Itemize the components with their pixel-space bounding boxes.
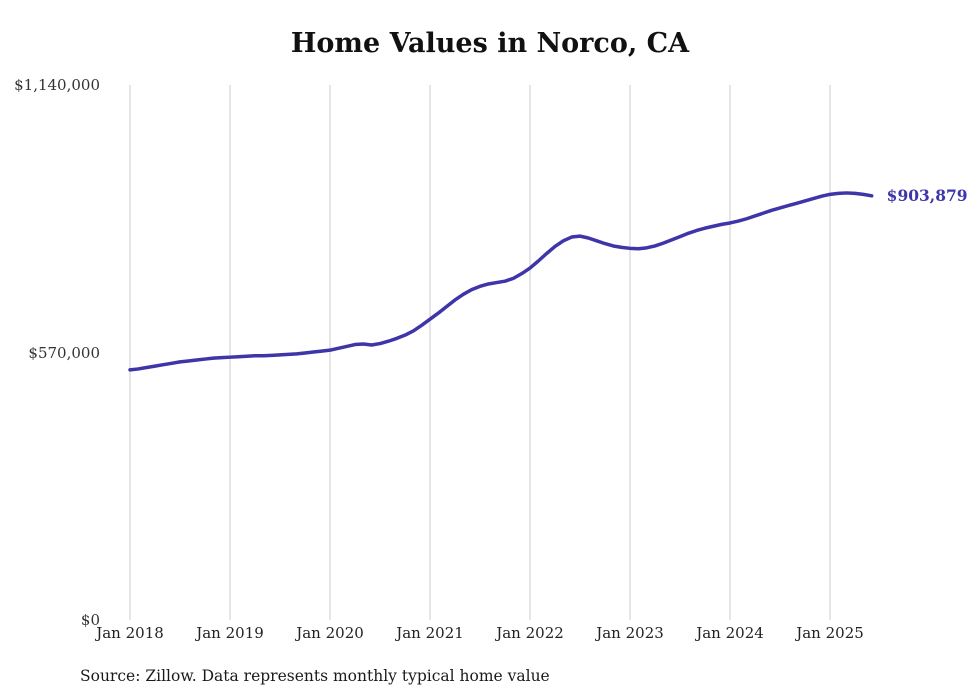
value-line: [128, 191, 874, 372]
y-axis-label: $1,140,000: [14, 76, 100, 94]
end-value-label: $903,879: [886, 185, 968, 205]
y-axis-label: $570,000: [28, 343, 100, 362]
x-axis-label: Jan 2019: [196, 624, 264, 642]
x-axis-label: Jan 2021: [396, 624, 464, 642]
x-axis-label: Jan 2023: [596, 624, 664, 642]
x-axis-label: Jan 2024: [696, 624, 764, 642]
y-axis-label: $0: [80, 611, 100, 629]
x-axis-label: Jan 2020: [296, 624, 364, 642]
chart-title: Home Values in Norco, CA: [290, 28, 690, 59]
x-axis-label: Jan 2018: [96, 624, 164, 642]
x-axis-label: Jan 2025: [796, 624, 864, 642]
source-note: Source: Zillow. Data represents monthly …: [80, 667, 550, 685]
x-axis-label: Jan 2022: [496, 624, 564, 642]
